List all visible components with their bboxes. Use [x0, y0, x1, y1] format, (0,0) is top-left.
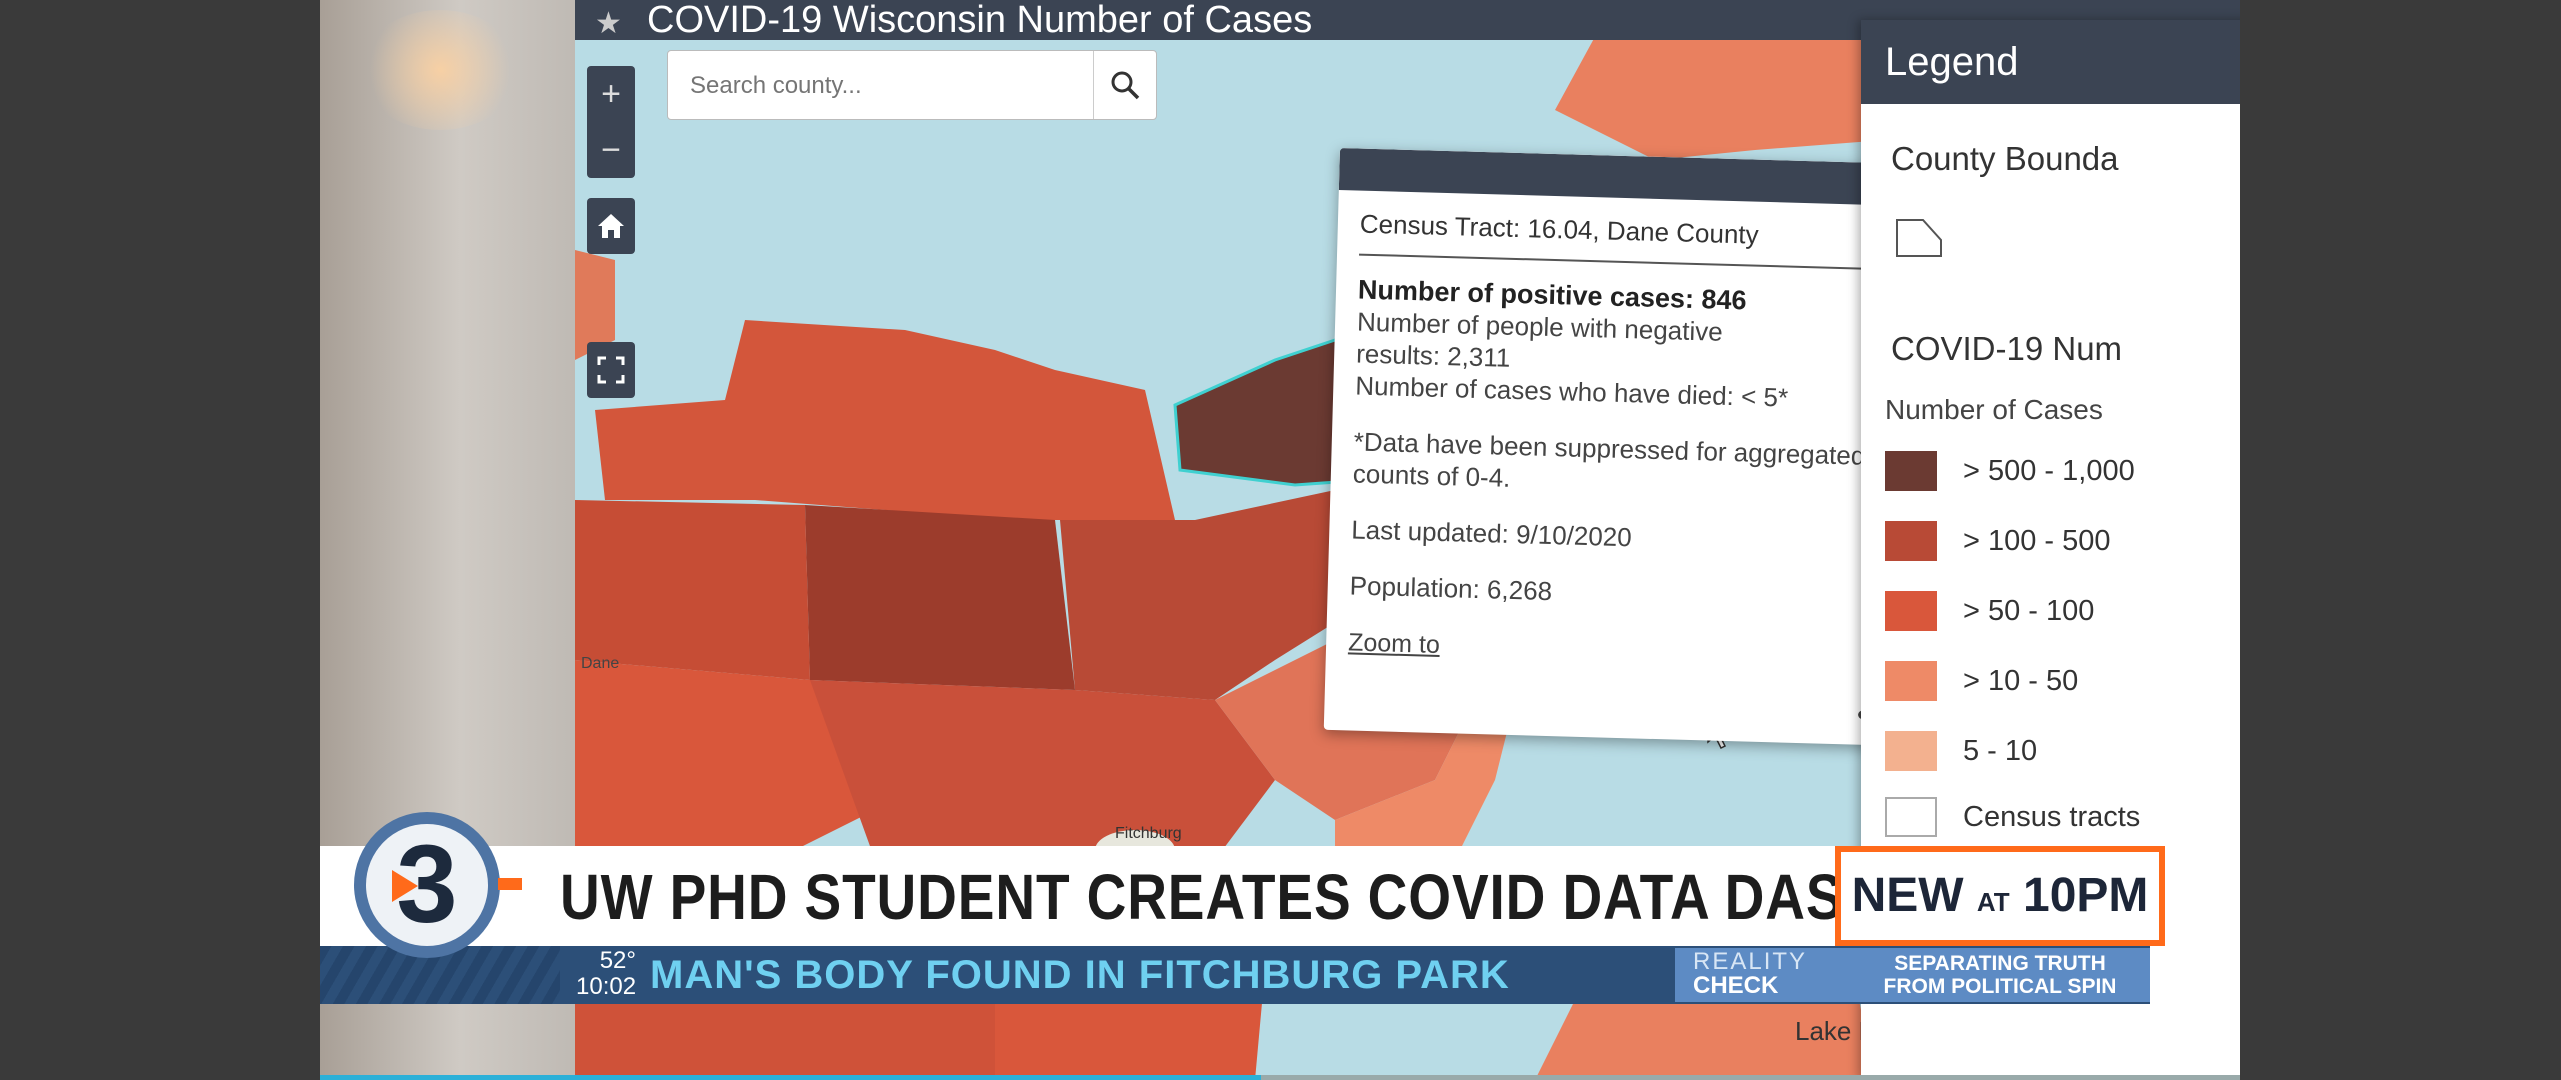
tract-south-center: [810, 680, 1275, 860]
map-label-fitchburg: Fitchburg: [1115, 825, 1182, 842]
land-west-top: [575, 250, 615, 360]
tagline-line1: SEPARATING TRUTH: [1894, 952, 2106, 975]
legend-class-4: > 10 - 50: [1885, 654, 2078, 708]
logo-accent-line: [498, 878, 522, 890]
search-icon: [1111, 71, 1140, 100]
tract-dark-center: [805, 505, 1075, 690]
legend-class-2: > 100 - 500: [1885, 514, 2111, 568]
tract-west: [575, 500, 810, 680]
video-frame: Dane Fitchburg Lake M ★ COVID-19 Wiscons…: [320, 0, 2240, 1080]
county-boundary-swatch: [1896, 219, 1942, 257]
at-label: AT: [1976, 887, 2010, 917]
legend-swatch-4: [1885, 661, 1937, 701]
new-time: 10PM: [2023, 869, 2149, 922]
zoom-out-button[interactable]: −: [601, 131, 621, 169]
legend-class-3: > 50 - 100: [1885, 584, 2094, 638]
reality-check-segment: REALITY CHECK SEPARATING TRUTH FROM POLI…: [1675, 948, 2150, 1002]
video-progress-fill: [320, 1075, 1261, 1080]
census-tract-swatch: [1885, 797, 1937, 837]
fullscreen-button[interactable]: [587, 342, 635, 398]
news-lower-third: UW PHD STUDENT CREATES COVID DATA DASHBO…: [320, 812, 2240, 1080]
legend-swatch-1: [1885, 451, 1937, 491]
app-title: COVID-19 Wisconsin Number of Cases: [647, 0, 1313, 41]
land-bottom-right: [1535, 980, 1875, 1080]
headline-bar: UW PHD STUDENT CREATES COVID DATA DASHBO…: [320, 846, 2089, 946]
tract-northwest: [595, 320, 1175, 520]
legend-swatch-2: [1885, 521, 1937, 561]
ticker-story: MAN'S BODY FOUND IN FITCHBURG PARK: [650, 953, 1510, 997]
video-progress-bar[interactable]: [320, 1075, 2240, 1080]
zoom-to-link[interactable]: Zoom to: [1347, 628, 1441, 659]
segment-line2: CHECK: [1693, 972, 1779, 999]
headline-text: UW PHD STUDENT CREATES COVID DATA DASHBO…: [560, 861, 2091, 933]
temperature: 52°: [599, 947, 636, 974]
app-logo-icon: ★: [595, 7, 622, 40]
map-label-dane: Dane: [581, 655, 619, 672]
tract-mid-east: [1060, 490, 1375, 700]
legend-census-tracts: Census tracts: [1885, 790, 2140, 844]
search-button[interactable]: [1093, 51, 1156, 119]
zoom-in-button[interactable]: +: [601, 75, 621, 113]
home-button[interactable]: [587, 198, 635, 254]
search-widget: [667, 50, 1157, 120]
feature-popup: ✕ Census Tract: 16.04, Dane County Numbe…: [1323, 148, 1950, 747]
search-input[interactable]: [688, 71, 1072, 101]
channel-number: 3: [396, 823, 458, 946]
weather-time: 52° 10:02: [576, 948, 636, 1000]
home-icon: [598, 214, 624, 238]
legend-section-covid: COVID-19 Num: [1891, 330, 2123, 367]
legend-subtitle: Number of Cases: [1885, 394, 2103, 425]
popup-title: Census Tract: 16.04, Dane County: [1359, 208, 1927, 272]
segment-line1: REALITY: [1693, 948, 1808, 975]
fullscreen-icon: [597, 356, 625, 384]
zoom-control: + −: [587, 66, 635, 178]
legend-swatch-5: [1885, 731, 1937, 771]
light-glare: [360, 10, 520, 130]
clock-time: 10:02: [576, 973, 637, 1000]
legend-title: Legend: [1861, 20, 2240, 104]
tract-shore: [1335, 700, 1515, 860]
land-top-right: [1555, 0, 1895, 160]
play-arrow-icon: [392, 870, 418, 902]
legend-section-county: County Bounda: [1891, 140, 2119, 177]
legend-class-1: > 500 - 1,000: [1885, 444, 2135, 498]
legend-swatch-3: [1885, 591, 1937, 631]
new-label: NEW: [1851, 869, 1964, 922]
tagline-line2: FROM POLITICAL SPIN: [1883, 975, 2117, 998]
channel-logo: 3: [354, 812, 522, 958]
legend-class-5: 5 - 10: [1885, 724, 2037, 778]
new-at-badge: NEW AT 10PM: [1835, 846, 2165, 946]
